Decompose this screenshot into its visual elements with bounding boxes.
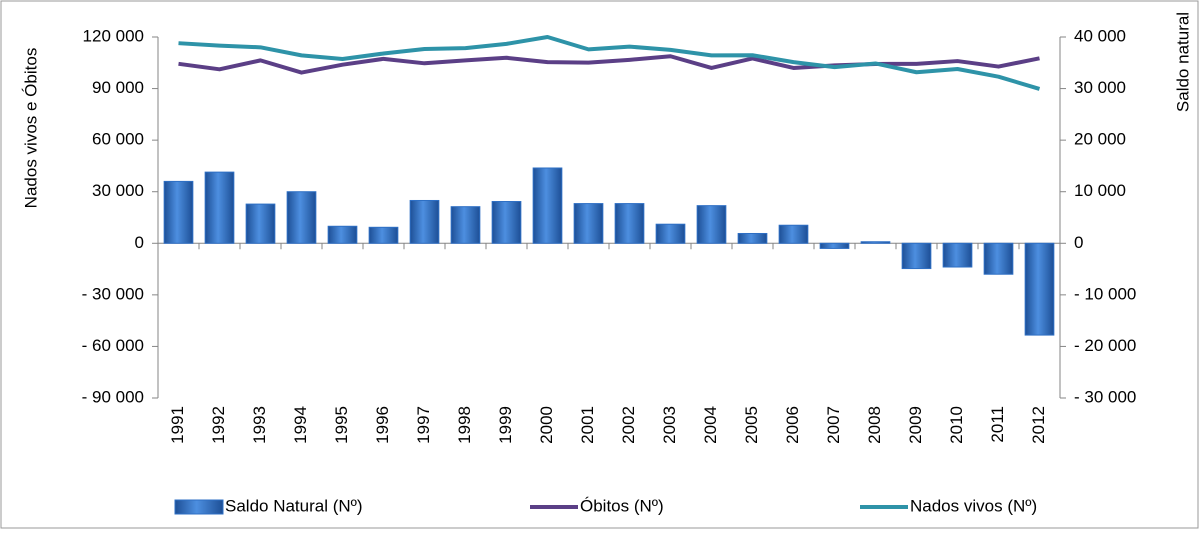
- bar: [368, 226, 399, 244]
- line: [178, 35, 1041, 91]
- y2-tick-label: - 30 000: [1074, 387, 1136, 406]
- legend-swatch: [174, 499, 224, 515]
- y2-tick-label: - 20 000: [1074, 336, 1136, 355]
- bar: [778, 224, 809, 244]
- bar: [532, 167, 563, 244]
- x-tick-label: 1993: [250, 406, 269, 444]
- x-tick-label: 2004: [701, 406, 720, 444]
- bar: [696, 205, 727, 244]
- bar: [286, 191, 317, 244]
- y-tick-label: 90 000: [92, 78, 144, 97]
- bar: [901, 242, 932, 270]
- bar: [737, 232, 768, 244]
- bar: [245, 203, 276, 244]
- bar: [450, 206, 481, 244]
- bar: [491, 201, 522, 244]
- bar: [860, 241, 891, 244]
- x-tick-label: 1998: [455, 406, 474, 444]
- bar: [983, 242, 1014, 275]
- bar: [327, 225, 358, 244]
- bar: [942, 242, 973, 268]
- x-tick-label: 1996: [373, 406, 392, 444]
- x-tick-label: 2010: [947, 406, 966, 444]
- y2-tick-label: 40 000: [1074, 26, 1126, 45]
- x-tick-label: 1994: [291, 406, 310, 444]
- y2-tick-label: - 10 000: [1074, 284, 1136, 303]
- x-tick-label: 1991: [168, 406, 187, 444]
- x-tick-label: 2011: [988, 406, 1007, 443]
- y2-tick-label: 30 000: [1074, 78, 1126, 97]
- y2-tick-label: 0: [1074, 233, 1083, 252]
- y-tick-label: - 90 000: [82, 387, 144, 406]
- legend-label: Nados vivos (Nº): [910, 496, 1037, 515]
- x-tick-label: 1997: [414, 406, 433, 444]
- bar: [819, 242, 850, 249]
- bar: [573, 203, 604, 244]
- y-tick-label: - 60 000: [82, 336, 144, 355]
- y2-tick-label: 20 000: [1074, 130, 1126, 149]
- y-tick-label: 30 000: [92, 181, 144, 200]
- y-tick-label: 60 000: [92, 130, 144, 149]
- x-tick-label: 1995: [332, 406, 351, 444]
- y-tick-label: 0: [135, 233, 144, 252]
- y-tick-label: 120 000: [83, 26, 144, 45]
- x-tick-label: 2006: [783, 406, 802, 444]
- bar: [614, 203, 645, 244]
- x-tick-label: 2005: [742, 406, 761, 444]
- line: [178, 54, 1040, 75]
- bar: [655, 223, 686, 244]
- legend-label: Óbitos (Nº): [580, 496, 664, 515]
- bar: [1024, 242, 1055, 336]
- legend-label: Saldo Natural (Nº): [225, 496, 363, 515]
- y-tick-label: - 30 000: [82, 284, 144, 303]
- y2-tick-label: 10 000: [1074, 181, 1126, 200]
- x-tick-label: 2001: [578, 406, 597, 444]
- y-axis-title: Nados vivos e Óbitos: [21, 48, 40, 209]
- x-tick-label: 1992: [209, 406, 228, 444]
- bar: [409, 199, 440, 244]
- x-tick-label: 2012: [1029, 406, 1048, 444]
- x-tick-label: 2003: [660, 406, 679, 444]
- y2-axis-title: Saldo natural: [1173, 12, 1192, 112]
- bar: [204, 171, 235, 244]
- x-tick-label: 2002: [619, 406, 638, 444]
- x-tick-label: 2007: [824, 406, 843, 444]
- x-tick-label: 2008: [865, 406, 884, 444]
- x-tick-label: 2000: [537, 406, 556, 444]
- bar: [163, 180, 194, 244]
- x-tick-label: 2009: [906, 406, 925, 444]
- x-tick-label: 1999: [496, 406, 515, 444]
